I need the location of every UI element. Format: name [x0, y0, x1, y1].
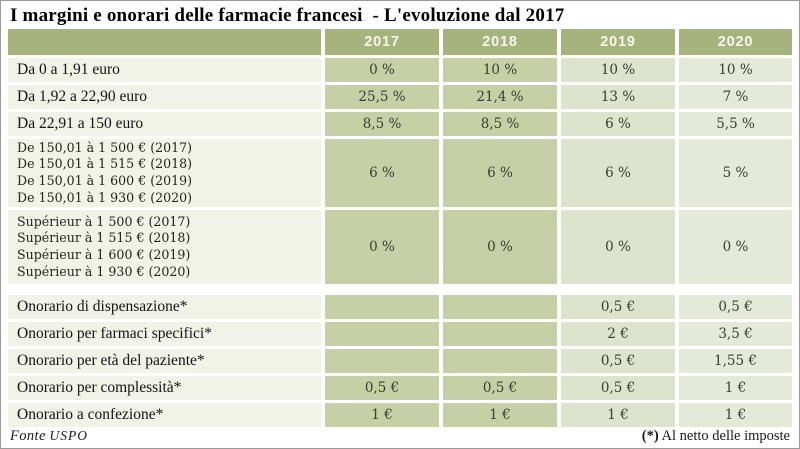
table-row: Onorario per farmaci specifici* 2 € 3,5 …: [8, 322, 792, 346]
value-cell-2019: 13 %: [561, 85, 675, 109]
page-title: I margini e onorari delle farmacie franc…: [10, 5, 565, 26]
value-cell-2017: 1 €: [325, 403, 439, 427]
row-label: Onorario per complessità*: [8, 376, 321, 400]
value-cell-2017: 25,5 %: [325, 85, 439, 109]
value-cell-2020: 1,55 €: [679, 349, 792, 373]
value-cell-2017: [325, 349, 439, 373]
value-cell-2018: [443, 295, 557, 319]
pharmacy-margins-table: 2017 2018 2019 2020 Da 0 a 1,91 euro 0 %…: [8, 29, 792, 427]
header-year-2018: 2018: [443, 29, 557, 55]
table-row: Onorario di dispensazione* 0,5 € 0,5 €: [8, 295, 792, 319]
source-name: USPO: [49, 428, 88, 443]
value-cell-2018: [443, 322, 557, 346]
value-cell-2017: 8,5 %: [325, 112, 439, 136]
value-cell-2020: 0,5 €: [679, 295, 792, 319]
row-label: Onorario a confezione*: [8, 403, 321, 427]
table-row: Onorario a confezione* 1 € 1 € 1 € 1 €: [8, 403, 792, 427]
footnote-text: Al netto delle imposte: [658, 428, 790, 444]
value-cell-2020: 7 %: [679, 85, 792, 109]
value-cell-2020: 5 %: [679, 139, 792, 207]
header-year-2017: 2017: [325, 29, 439, 55]
row-label: Onorario per farmaci specifici*: [8, 322, 321, 346]
value-cell-2018: 8,5 %: [443, 112, 557, 136]
value-cell-2020: 0 %: [679, 210, 792, 284]
footnote-marker: (*): [641, 428, 659, 444]
footer: Fonte USPO (*) Al netto delle imposte: [1, 428, 799, 445]
value-cell-2018: 21,4 %: [443, 85, 557, 109]
value-cell-2017: 6 %: [325, 139, 439, 207]
value-cell-2017: [325, 295, 439, 319]
value-cell-2019: 2 €: [561, 322, 675, 346]
value-cell-2017: 0 %: [325, 210, 439, 284]
row-label: De 150,01 à 1 500 € (2017) De 150,01 à 1…: [8, 139, 321, 207]
table-header-row: 2017 2018 2019 2020: [8, 29, 792, 55]
value-cell-2018: 10 %: [443, 58, 557, 82]
value-cell-2019: 0 %: [561, 210, 675, 284]
value-cell-2020: 3,5 €: [679, 322, 792, 346]
value-cell-2020: 1 €: [679, 376, 792, 400]
table-row: De 150,01 à 1 500 € (2017) De 150,01 à 1…: [8, 139, 792, 207]
header-year-2019: 2019: [561, 29, 675, 55]
row-label: Da 0 a 1,91 euro: [8, 58, 321, 82]
footnote: (*) Al netto delle imposte: [642, 428, 790, 445]
value-cell-2017: [325, 322, 439, 346]
table-row: Da 1,92 a 22,90 euro 25,5 % 21,4 % 13 % …: [8, 85, 792, 109]
table-row: Da 22,91 a 150 euro 8,5 % 8,5 % 6 % 5,5 …: [8, 112, 792, 136]
row-label: Onorario per età del paziente*: [8, 349, 321, 373]
row-label: Onorario di dispensazione*: [8, 295, 321, 319]
source-credit: Fonte USPO: [10, 428, 88, 445]
table-row: Onorario per età del paziente* 0,5 € 1,5…: [8, 349, 792, 373]
value-cell-2018: 6 %: [443, 139, 557, 207]
value-cell-2019: 0,5 €: [561, 349, 675, 373]
row-label: Da 1,92 a 22,90 euro: [8, 85, 321, 109]
value-cell-2020: 1 €: [679, 403, 792, 427]
value-cell-2017: 0 %: [325, 58, 439, 82]
value-cell-2018: [443, 349, 557, 373]
row-label: Da 22,91 a 150 euro: [8, 112, 321, 136]
value-cell-2019: 0,5 €: [561, 376, 675, 400]
value-cell-2018: 0 %: [443, 210, 557, 284]
section-divider: [8, 287, 792, 292]
value-cell-2019: 1 €: [561, 403, 675, 427]
value-cell-2019: 0,5 €: [561, 295, 675, 319]
value-cell-2019: 6 %: [561, 139, 675, 207]
table-row: Da 0 a 1,91 euro 0 % 10 % 10 % 10 %: [8, 58, 792, 82]
row-label: Supérieur à 1 500 € (2017) Supérieur à 1…: [8, 210, 321, 284]
value-cell-2019: 10 %: [561, 58, 675, 82]
value-cell-2020: 5,5 %: [679, 112, 792, 136]
table-row: Supérieur à 1 500 € (2017) Supérieur à 1…: [8, 210, 792, 284]
source-label: Fonte: [10, 428, 46, 444]
header-year-2020: 2020: [679, 29, 792, 55]
value-cell-2017: 0,5 €: [325, 376, 439, 400]
value-cell-2018: 1 €: [443, 403, 557, 427]
value-cell-2020: 10 %: [679, 58, 792, 82]
value-cell-2019: 6 %: [561, 112, 675, 136]
value-cell-2018: 0,5 €: [443, 376, 557, 400]
table-row: Onorario per complessità* 0,5 € 0,5 € 0,…: [8, 376, 792, 400]
header-label-cell: [8, 29, 321, 55]
